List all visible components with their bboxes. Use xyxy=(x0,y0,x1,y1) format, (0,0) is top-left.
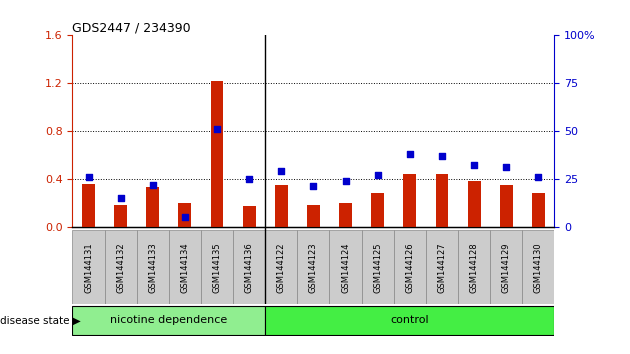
Bar xyxy=(82,183,95,227)
Bar xyxy=(265,306,554,335)
Bar xyxy=(490,230,522,304)
Bar xyxy=(201,230,233,304)
Point xyxy=(372,172,382,178)
Bar xyxy=(114,205,127,227)
Point xyxy=(147,182,158,187)
Text: GSM144123: GSM144123 xyxy=(309,242,318,293)
Bar xyxy=(233,230,265,304)
Bar xyxy=(72,230,105,304)
Text: GSM144132: GSM144132 xyxy=(116,242,125,293)
Text: GSM144131: GSM144131 xyxy=(84,242,93,293)
Point xyxy=(501,165,511,170)
Point xyxy=(212,126,222,132)
Point xyxy=(308,184,318,189)
Text: GSM144124: GSM144124 xyxy=(341,242,350,293)
Bar xyxy=(362,230,394,304)
Point xyxy=(83,174,94,180)
Bar xyxy=(394,230,426,304)
Bar xyxy=(297,230,329,304)
Bar xyxy=(532,193,545,227)
Point xyxy=(404,151,415,157)
Bar xyxy=(146,187,159,227)
Bar xyxy=(329,230,362,304)
Bar xyxy=(339,202,352,227)
Bar xyxy=(178,202,192,227)
Text: GSM144127: GSM144127 xyxy=(437,242,447,293)
Text: nicotine dependence: nicotine dependence xyxy=(110,315,227,325)
Text: GSM144134: GSM144134 xyxy=(180,242,190,293)
Point xyxy=(116,195,126,201)
Text: GSM144122: GSM144122 xyxy=(277,242,286,293)
Bar xyxy=(522,230,554,304)
Bar xyxy=(105,230,137,304)
Bar xyxy=(426,230,458,304)
Text: GDS2447 / 234390: GDS2447 / 234390 xyxy=(72,21,191,34)
Text: disease state ▶: disease state ▶ xyxy=(0,315,81,325)
Text: GSM144133: GSM144133 xyxy=(148,242,158,293)
Bar xyxy=(307,205,320,227)
Bar xyxy=(72,306,265,335)
Bar xyxy=(137,230,169,304)
Point xyxy=(533,174,543,180)
Bar xyxy=(265,230,297,304)
Text: GSM144126: GSM144126 xyxy=(405,242,415,293)
Text: GSM144125: GSM144125 xyxy=(373,242,382,293)
Bar xyxy=(500,185,513,227)
Text: GSM144130: GSM144130 xyxy=(534,242,543,293)
Point xyxy=(180,214,190,220)
Bar xyxy=(275,185,288,227)
Text: GSM144129: GSM144129 xyxy=(501,242,511,293)
Bar xyxy=(435,174,449,227)
Bar xyxy=(210,81,224,227)
Point xyxy=(244,176,254,182)
Text: GSM144136: GSM144136 xyxy=(244,242,254,293)
Text: GSM144128: GSM144128 xyxy=(469,242,479,293)
Bar xyxy=(403,174,416,227)
Text: control: control xyxy=(391,315,429,325)
Point xyxy=(340,178,350,183)
Point xyxy=(437,153,447,159)
Bar xyxy=(371,193,384,227)
Bar xyxy=(243,206,256,227)
Point xyxy=(469,162,479,168)
Bar xyxy=(458,230,490,304)
Bar xyxy=(169,230,201,304)
Text: GSM144135: GSM144135 xyxy=(212,242,222,293)
Bar xyxy=(467,181,481,227)
Point xyxy=(276,168,286,174)
